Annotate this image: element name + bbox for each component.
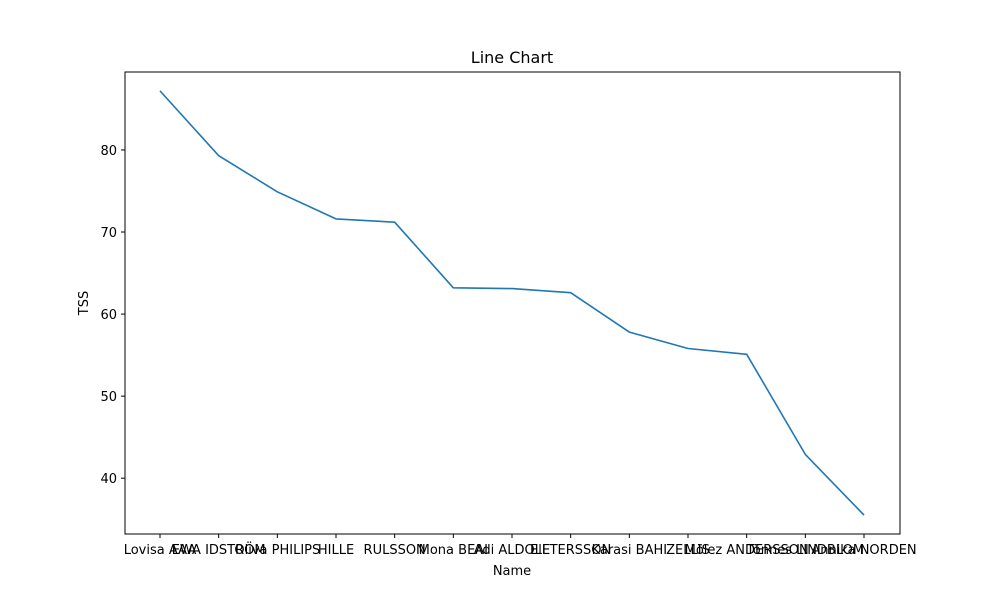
x-tick-label: Karasi BAHI bbox=[592, 543, 668, 558]
x-tick-label: Ell TERSSON bbox=[530, 543, 611, 558]
x-tick-label: EWA IDSTRÖM bbox=[172, 541, 266, 558]
series-line bbox=[159, 90, 865, 516]
y-tick-label: 40 bbox=[100, 472, 117, 487]
x-tick-label: Lovisa AAA bbox=[124, 543, 197, 558]
y-tick-label: 80 bbox=[100, 144, 117, 159]
x-axis-label: Name bbox=[493, 564, 531, 579]
y-axis-label: TSS bbox=[77, 291, 92, 316]
x-tick-label: Adi ALDOLE bbox=[474, 543, 551, 558]
x-tick-label: RULSSON bbox=[364, 543, 426, 558]
y-tick-label: 50 bbox=[100, 390, 117, 405]
x-tick-label: Oliva PHILIPS bbox=[234, 543, 320, 558]
x-tick-label: Tönnes LINDBLOM bbox=[746, 543, 865, 558]
x-tick-label: HILLE bbox=[318, 543, 354, 558]
plot-frame bbox=[124, 71, 901, 535]
y-tick-label: 60 bbox=[100, 308, 117, 323]
x-tick-label: Mona BEAI bbox=[419, 543, 488, 558]
x-tick-label: Mölez ANDERSSON bbox=[685, 543, 809, 558]
x-tick-label: ZELLIS bbox=[666, 543, 710, 558]
chart-title: Line Chart bbox=[471, 48, 553, 67]
x-tick-label: Annika NORDEN bbox=[811, 543, 916, 558]
y-tick-label: 70 bbox=[100, 226, 117, 241]
